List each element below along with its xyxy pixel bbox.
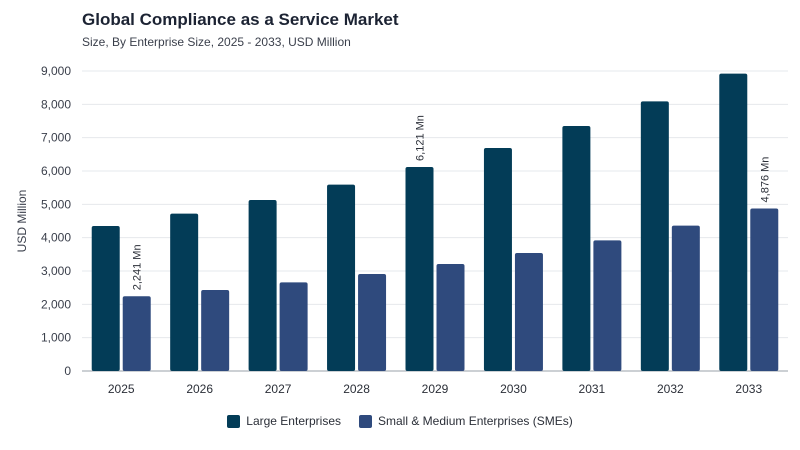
legend-swatch-large: [227, 414, 241, 428]
chart-title: Global Compliance as a Service Market: [82, 10, 399, 29]
y-tick-label: 2,000: [41, 297, 71, 311]
bar-smes-2033: [750, 208, 779, 371]
legend-item-large: Large Enterprises: [227, 414, 341, 428]
y-tick-label: 4,000: [41, 231, 71, 245]
data-label: 6,121 Mn: [415, 115, 427, 161]
bar-large-2032: [640, 101, 669, 371]
data-label: 2,241 Mn: [132, 244, 144, 290]
bar-smes-2026: [201, 290, 230, 371]
x-tick-label: 2030: [500, 382, 527, 396]
bar-smes-2030: [514, 253, 543, 371]
legend-label-large: Large Enterprises: [246, 414, 341, 428]
y-tick-label: 1,000: [41, 331, 71, 345]
bar-large-2030: [483, 148, 512, 371]
bar-large-2027: [248, 200, 277, 371]
y-tick-label: 5,000: [41, 197, 71, 211]
data-label: 4,876 Mn: [759, 157, 771, 203]
legend-label-smes: Small & Medium Enterprises (SMEs): [378, 414, 573, 428]
bar-smes-2029: [436, 264, 465, 371]
x-tick-label: 2026: [186, 382, 213, 396]
x-tick-label: 2032: [657, 382, 684, 396]
bar-large-2026: [170, 213, 199, 371]
bar-smes-2028: [358, 274, 387, 371]
bar-smes-2025: [122, 296, 151, 371]
y-tick-label: 8,000: [41, 97, 71, 111]
bar-chart: 0 1,000 2,000 3,000 4,000 5,000 6,000 7,000 8,00…: [15, 64, 788, 396]
bar-smes-2027: [279, 282, 308, 371]
bar-large-2029: [405, 166, 434, 371]
y-tick-label: 9,000: [41, 64, 71, 78]
bar-smes-2031: [593, 240, 622, 371]
x-tick-label: 2029: [422, 382, 449, 396]
bar-smes-2032: [671, 225, 700, 371]
bar-large-2031: [562, 126, 591, 371]
y-axis-label: USD Million: [15, 190, 29, 253]
bar-large-2028: [327, 184, 356, 371]
chart-subtitle: Size, By Enterprise Size, 2025 - 2033, U…: [82, 35, 351, 49]
x-tick-label: 2028: [343, 382, 370, 396]
bar-large-2033: [719, 73, 748, 372]
y-tick-label: 0: [64, 364, 71, 378]
x-tick-label: 2027: [265, 382, 292, 396]
y-tick-label: 3,000: [41, 264, 71, 278]
legend-item-smes: Small & Medium Enterprises (SMEs): [359, 414, 573, 428]
legend-swatch-smes: [359, 414, 372, 428]
legend: Large Enterprises Small & Medium Enterpr…: [0, 414, 800, 428]
x-tick-label: 2033: [735, 382, 762, 396]
y-tick-label: 6,000: [41, 164, 71, 178]
y-tick-label: 7,000: [41, 131, 71, 145]
bar-large-2025: [91, 226, 120, 371]
x-tick-label: 2025: [108, 382, 135, 396]
x-tick-label: 2031: [579, 382, 606, 396]
